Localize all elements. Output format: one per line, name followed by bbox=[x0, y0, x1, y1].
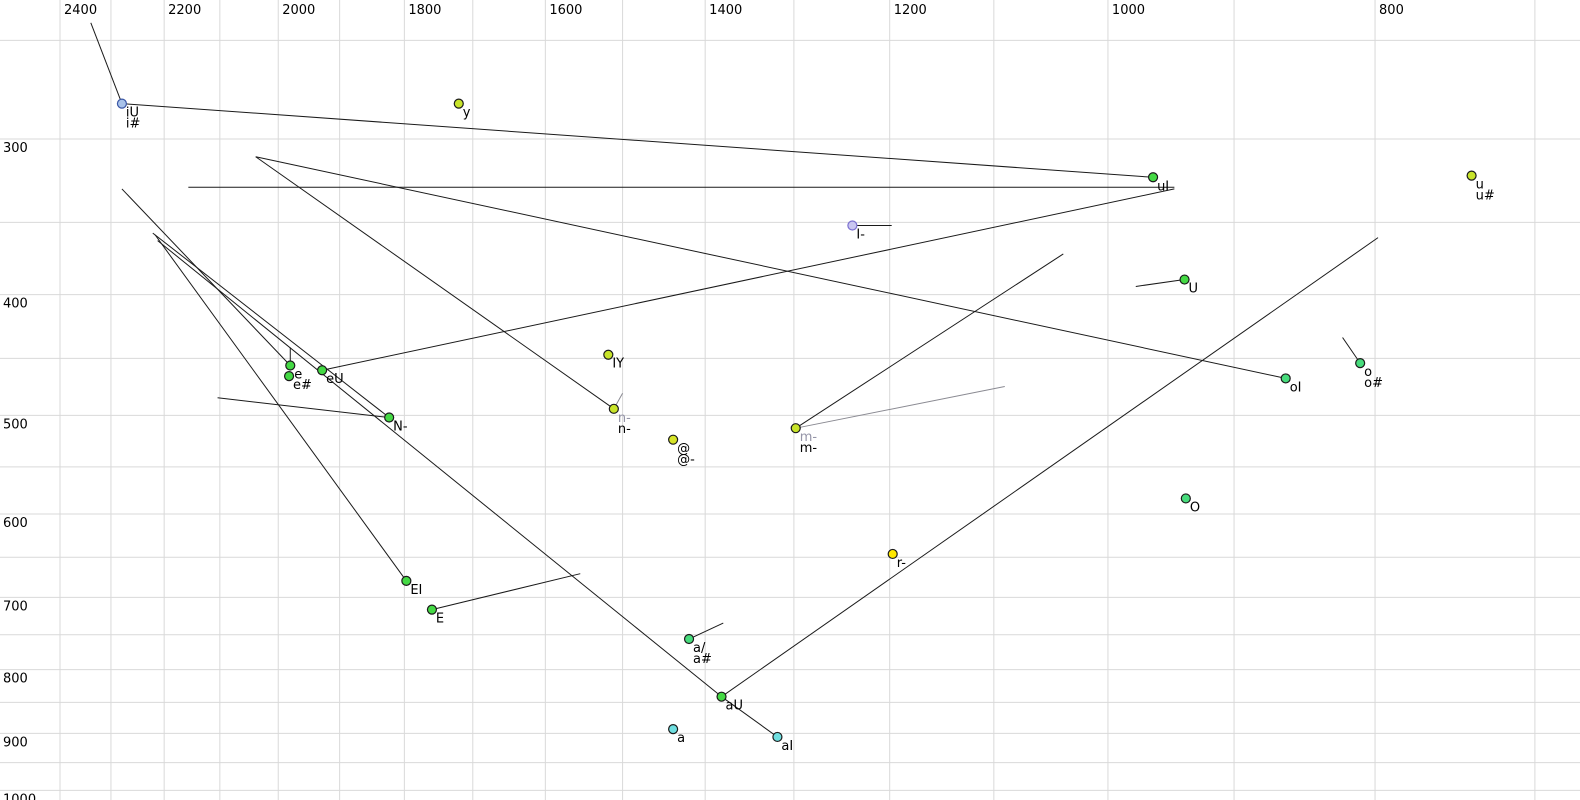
x-tick-label: 1000 bbox=[1112, 3, 1145, 18]
vowel-point-aI bbox=[772, 731, 783, 743]
point-label-n-: n- bbox=[618, 411, 631, 426]
point-label-i#: i# bbox=[126, 117, 141, 132]
point-label-@-: @- bbox=[677, 453, 695, 468]
x-tick-label: 800 bbox=[1379, 3, 1404, 18]
trajectory-aU-long-rise bbox=[721, 237, 1379, 698]
vowel-point-O bbox=[1180, 493, 1191, 504]
point-label-y: y bbox=[463, 106, 471, 121]
vowel-point-m- bbox=[790, 423, 801, 434]
y-tick-label: 600 bbox=[3, 516, 28, 531]
point-label-uI: uI bbox=[1157, 179, 1169, 194]
vowel-point-u bbox=[1466, 170, 1477, 181]
point-label-iU: iU bbox=[126, 106, 139, 121]
point-label-IY: IY bbox=[612, 357, 624, 372]
trajectory-m-rising-black bbox=[795, 253, 1064, 429]
point-label-O: O bbox=[1190, 500, 1200, 515]
point-label-aI: aI bbox=[781, 739, 793, 754]
y-tick-label: 300 bbox=[3, 141, 28, 156]
point-label-I-: I- bbox=[856, 227, 865, 242]
vowel-point-eU bbox=[317, 365, 328, 376]
y-tick-label: 1000 bbox=[3, 792, 36, 800]
x-tick-label: 2000 bbox=[282, 3, 315, 18]
point-label-a/: a/ bbox=[693, 641, 706, 656]
trajectory-to-e bbox=[121, 188, 291, 366]
vowel-point-a bbox=[668, 724, 679, 735]
x-tick-label: 1400 bbox=[709, 3, 742, 18]
y-tick-label: 800 bbox=[3, 672, 28, 687]
vowel-point-E bbox=[426, 604, 438, 615]
point-label-m-: m- bbox=[800, 441, 818, 456]
vowel-point-n- bbox=[608, 403, 619, 414]
point-label-u: u bbox=[1476, 178, 1484, 193]
point-label-e: e bbox=[294, 368, 302, 383]
point-label-aU: aU bbox=[726, 699, 743, 714]
trajectory-to-N bbox=[152, 232, 390, 418]
vowel-point-aU bbox=[716, 691, 727, 702]
vowel-point-e bbox=[285, 360, 296, 371]
trajectory-to-aU bbox=[157, 240, 722, 698]
point-label-a#: a# bbox=[693, 652, 712, 667]
vowel-point-o bbox=[1355, 358, 1366, 369]
vowel-point-uI bbox=[1147, 172, 1159, 183]
trajectory-E-rising bbox=[431, 573, 581, 611]
point-label-n-: n- bbox=[618, 422, 631, 437]
point-label-o#: o# bbox=[1364, 376, 1383, 391]
vowel-point-EI bbox=[401, 575, 412, 587]
point-label-o: o bbox=[1364, 365, 1372, 380]
trajectory-eU-rising bbox=[322, 188, 1175, 371]
trajectory-into-o bbox=[1342, 337, 1361, 364]
x-tick-label: 2400 bbox=[64, 3, 97, 18]
vowel-point-IY bbox=[603, 349, 614, 360]
point-label-oI: oI bbox=[1290, 380, 1302, 395]
point-label-e#: e# bbox=[293, 378, 312, 393]
trajectory-into-iU bbox=[90, 22, 123, 104]
y-tick-label: 700 bbox=[3, 599, 28, 614]
trajectory-aU-to-aI bbox=[721, 696, 778, 738]
y-tick-label: 400 bbox=[3, 297, 28, 312]
vowel-point-a/ bbox=[683, 633, 695, 645]
point-label-eU: eU bbox=[326, 372, 344, 387]
trajectory-to-oI bbox=[255, 156, 1286, 379]
point-label-U: U bbox=[1189, 282, 1199, 297]
point-label-r-: r- bbox=[897, 556, 907, 571]
trajectory-to-EI bbox=[154, 234, 407, 582]
trajectory-flat-to-N bbox=[217, 397, 390, 419]
point-label-u#: u# bbox=[1476, 189, 1495, 204]
vowel-point-N- bbox=[384, 412, 395, 423]
vowel-point-@ bbox=[668, 434, 679, 445]
trajectory-iU-to-uI bbox=[121, 103, 1154, 178]
point-label-@: @ bbox=[677, 442, 690, 457]
vowel-point-r- bbox=[887, 548, 898, 560]
vowel-point-I- bbox=[847, 220, 858, 231]
point-label-m-: m- bbox=[800, 430, 818, 445]
trajectory-to-U bbox=[1135, 279, 1185, 287]
y-tick-label: 900 bbox=[3, 735, 28, 750]
trajectory-a-slash-rising bbox=[688, 622, 724, 640]
point-label-EI: EI bbox=[410, 583, 422, 598]
x-tick-label: 1600 bbox=[549, 3, 582, 18]
vowel-point-iU bbox=[116, 98, 128, 109]
vowel-point-y bbox=[453, 98, 464, 109]
vowel-point-e# bbox=[283, 370, 295, 382]
x-tick-label: 1200 bbox=[894, 3, 927, 18]
y-tick-label: 500 bbox=[3, 417, 28, 432]
x-tick-label: 2200 bbox=[168, 3, 201, 18]
x-tick-label: 1800 bbox=[408, 3, 441, 18]
trajectory-to-n bbox=[255, 156, 615, 410]
vowel-point-oI bbox=[1280, 373, 1291, 384]
vowel-point-U bbox=[1179, 274, 1190, 285]
trajectory-m-rising-gray bbox=[795, 385, 1005, 429]
point-label-E: E bbox=[436, 612, 444, 627]
point-label-N-: N- bbox=[393, 420, 408, 435]
point-label-a: a bbox=[677, 731, 685, 746]
